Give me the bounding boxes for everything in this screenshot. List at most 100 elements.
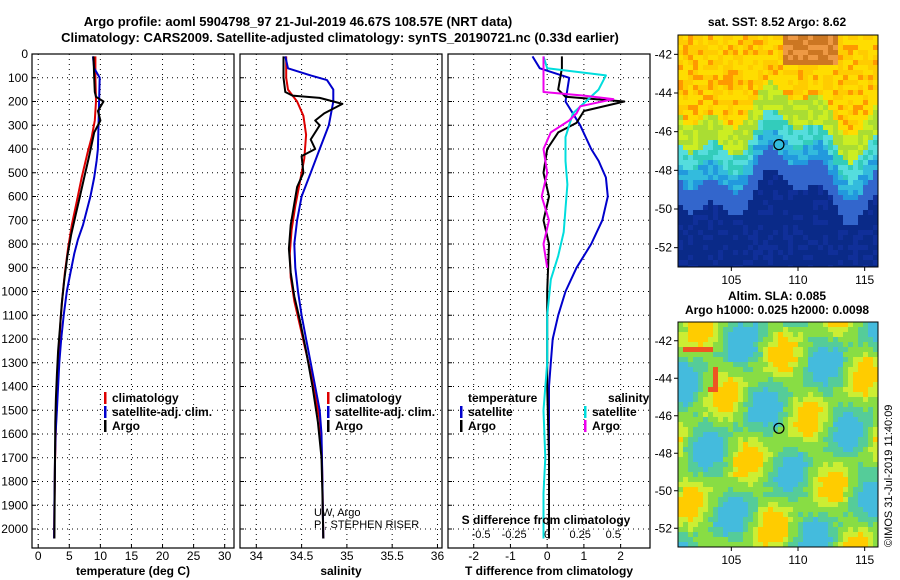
- map-cell: [833, 135, 838, 140]
- map-cell: [678, 347, 683, 352]
- map-cell: [808, 447, 813, 452]
- map-cell: [833, 372, 838, 377]
- map-cell: [798, 115, 803, 120]
- map-cell: [823, 487, 828, 492]
- map-cell: [788, 347, 793, 352]
- map-cell: [698, 532, 703, 537]
- map-cell: [763, 512, 768, 517]
- map-cell: [788, 65, 793, 70]
- map-cell: [863, 200, 868, 205]
- map-cell: [818, 387, 823, 392]
- map-cell: [763, 537, 768, 542]
- map-cell: [758, 250, 763, 255]
- map-cell: [803, 507, 808, 512]
- map-cell: [868, 240, 873, 245]
- map-cell: [833, 492, 838, 497]
- map-cell: [678, 250, 683, 255]
- map-cell: [728, 407, 733, 412]
- map-cell: [748, 115, 753, 120]
- map-cell: [788, 170, 793, 175]
- map-cell: [803, 467, 808, 472]
- map-cell: [808, 255, 813, 260]
- map-cell: [753, 347, 758, 352]
- map-cell: [833, 427, 838, 432]
- map-cell: [773, 80, 778, 85]
- map-cell: [813, 342, 818, 347]
- map-cell: [788, 387, 793, 392]
- map-cell: [803, 220, 808, 225]
- map-cell: [753, 75, 758, 80]
- map-cell: [868, 125, 873, 130]
- map-cell: [748, 200, 753, 205]
- map-cell: [813, 135, 818, 140]
- map-cell: [773, 332, 778, 337]
- map-cell: [778, 492, 783, 497]
- map-cell: [828, 377, 833, 382]
- map-cell: [743, 522, 748, 527]
- map-cell: [778, 332, 783, 337]
- map-cell: [783, 160, 788, 165]
- map-cell: [843, 537, 848, 542]
- map-cell: [863, 185, 868, 190]
- map-cell: [838, 155, 843, 160]
- map-cell: [708, 482, 713, 487]
- map-cell: [728, 417, 733, 422]
- map-cell: [713, 255, 718, 260]
- map-cell: [728, 170, 733, 175]
- map-cell: [803, 472, 808, 477]
- x-tick-label: 36: [431, 549, 445, 563]
- map-cell: [778, 175, 783, 180]
- map-cell: [823, 235, 828, 240]
- x-tick-label: 35: [340, 549, 354, 563]
- map-cell: [723, 322, 728, 327]
- map-cell: [763, 442, 768, 447]
- map-cell: [798, 542, 803, 547]
- map-cell: [803, 65, 808, 70]
- map-cell: [823, 452, 828, 457]
- map-cell: [803, 260, 808, 265]
- map-cell: [703, 105, 708, 110]
- map-cell: [853, 372, 858, 377]
- map-cell: [713, 347, 718, 352]
- map-cell: [848, 215, 853, 220]
- map-cell: [868, 140, 873, 145]
- map-cell: [708, 140, 713, 145]
- map-cell: [743, 75, 748, 80]
- map-cell: [713, 215, 718, 220]
- map-cell: [768, 55, 773, 60]
- map-cell: [848, 352, 853, 357]
- map-cell: [773, 407, 778, 412]
- map-cell: [743, 210, 748, 215]
- map-cell: [843, 100, 848, 105]
- map-cell: [868, 402, 873, 407]
- map-cell: [823, 225, 828, 230]
- map-cell: [703, 165, 708, 170]
- map-cell: [698, 190, 703, 195]
- map-cell: [793, 487, 798, 492]
- map-cell: [728, 387, 733, 392]
- map-cell: [678, 527, 683, 532]
- map-cell: [773, 432, 778, 437]
- map-cell: [823, 512, 828, 517]
- map-cell: [678, 332, 683, 337]
- map-cell: [763, 382, 768, 387]
- map-cell: [783, 210, 788, 215]
- map-cell: [723, 367, 728, 372]
- map-cell: [688, 95, 693, 100]
- map-cell: [683, 542, 688, 547]
- series-line-salinity-argo: [540, 56, 615, 268]
- map-cell: [713, 417, 718, 422]
- map-cell: [833, 412, 838, 417]
- map-cell: [868, 40, 873, 45]
- map-cell: [748, 150, 753, 155]
- map-cell: [703, 412, 708, 417]
- map-cell: [783, 352, 788, 357]
- map-cell: [723, 507, 728, 512]
- map-cell: [798, 342, 803, 347]
- map-cell: [858, 512, 863, 517]
- map-cell: [848, 502, 853, 507]
- map-cell: [693, 437, 698, 442]
- map-cell: [753, 387, 758, 392]
- legend-swatch-s-satellite: [584, 406, 587, 418]
- map-cell: [823, 357, 828, 362]
